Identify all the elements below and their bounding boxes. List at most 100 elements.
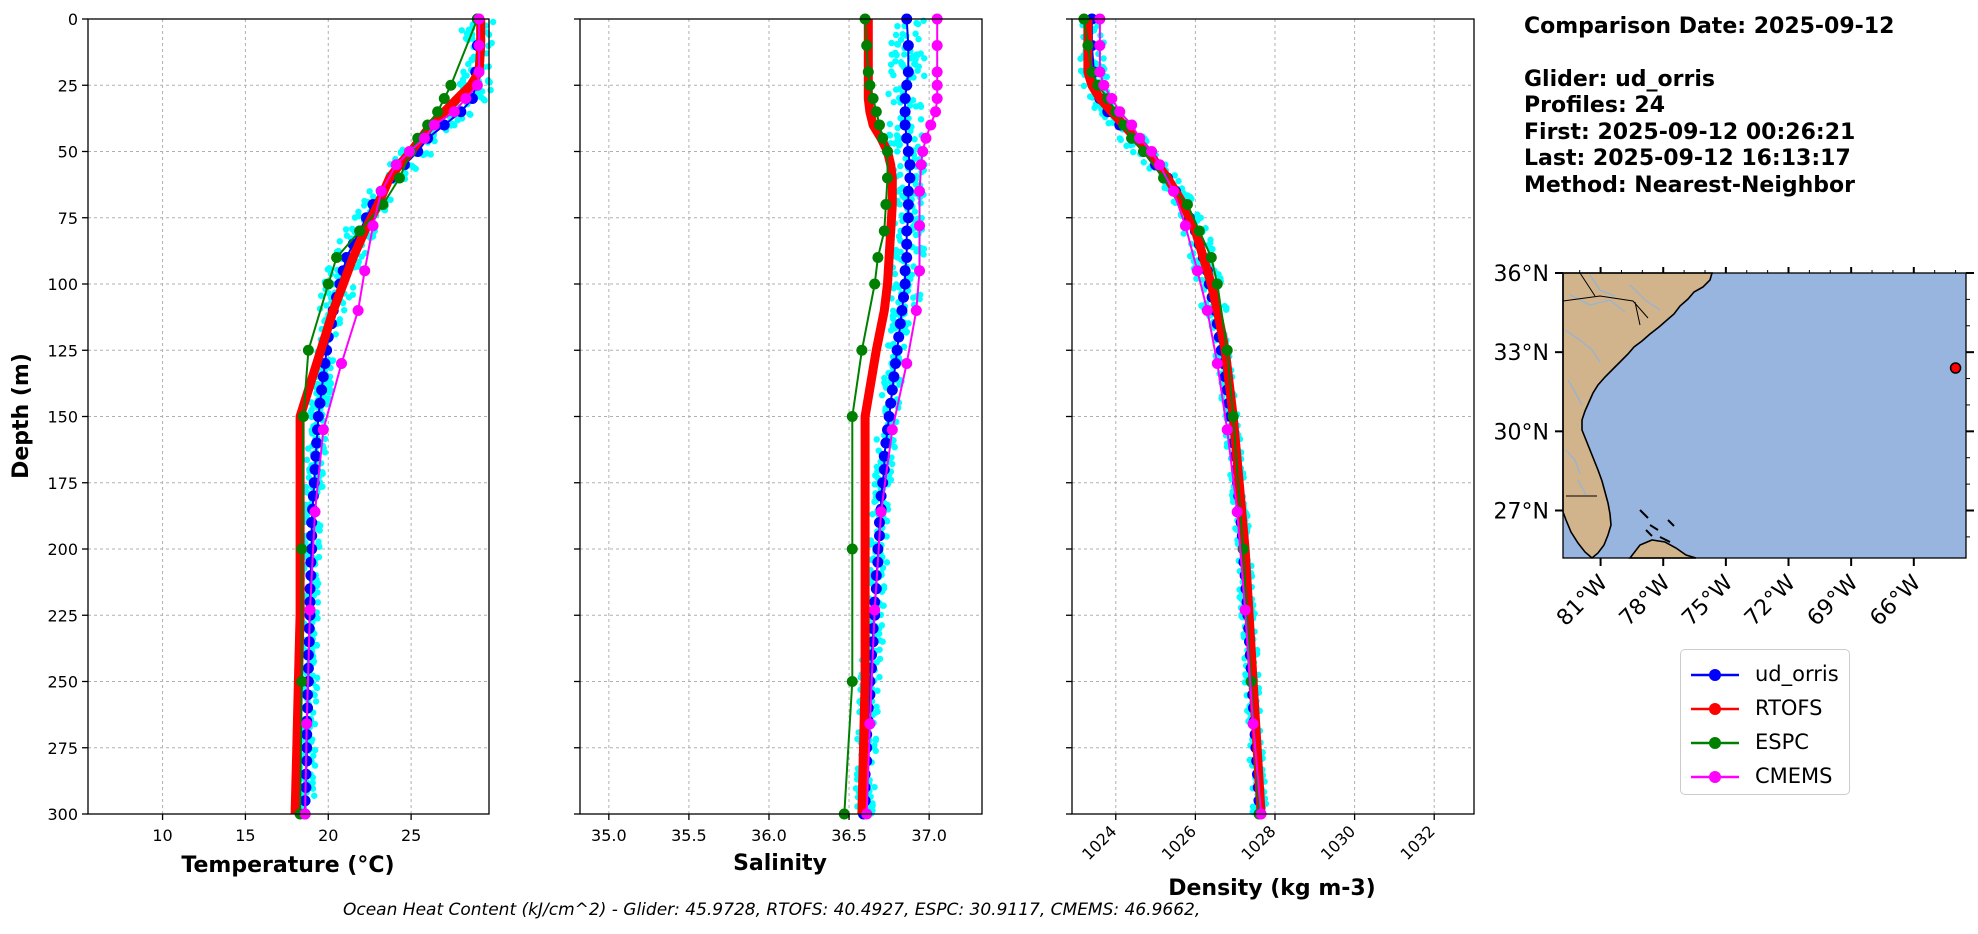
legend-swatch	[1691, 737, 1739, 749]
temperature-cmems-point	[317, 424, 329, 436]
density-cmems-point	[1146, 146, 1158, 157]
depth-y-tick-label: 75	[58, 209, 78, 228]
depth-y-tick-label: 150	[47, 408, 78, 427]
salinity-espc-point	[869, 278, 881, 290]
temperature-cmems-point	[301, 718, 313, 730]
salinity-espc-point	[872, 252, 884, 263]
glider-raw-point	[876, 655, 884, 663]
salinity-ud_orris-point	[890, 358, 902, 369]
map-lon-tick-label: 69°W	[1803, 570, 1864, 631]
glider-raw-point	[317, 522, 324, 529]
salinity-cmems-point	[931, 66, 943, 78]
density-rtofs-line	[1083, 19, 1266, 815]
density-espc-point	[1205, 252, 1217, 263]
glider-raw-point	[890, 98, 897, 106]
depth-y-label: Depth (m)	[9, 353, 34, 479]
density-espc-point	[1082, 40, 1094, 51]
glider-raw-point	[410, 164, 417, 171]
temperature-cmems-point	[473, 40, 485, 51]
glider-raw-point	[466, 110, 473, 118]
glider-raw-point	[309, 400, 316, 408]
density-cmems-point	[1239, 604, 1251, 616]
temperature-cmems-point	[304, 604, 316, 616]
glider-raw-point	[351, 214, 359, 221]
glider-raw-point	[463, 30, 471, 37]
depth-y-ticks: 0 25 50 75 100 125 150 175 200 225 250 275 300	[47, 10, 88, 824]
glider-raw-point	[310, 792, 318, 799]
depth-y-tick-label: 250	[47, 673, 78, 692]
temperature-ud_orris-point	[306, 530, 318, 542]
legend-swatch	[1691, 669, 1739, 681]
glider-raw-point	[485, 77, 492, 84]
salinity-cmems-point	[910, 305, 922, 316]
glider-location-map: 27°N 30°N 33°N 36°N 81°W 78°W 75°W 72°W 69°W 66°W	[1494, 262, 1974, 631]
temperature-x-tick-label: 20	[318, 826, 338, 845]
depth-y-tick-label: 0	[68, 10, 78, 29]
density-panel: 1024 1026 1028 1030 1032 Density (kg m-3)	[1066, 13, 1475, 901]
salinity-cmems-point	[914, 265, 926, 277]
glider-raw-point	[911, 136, 918, 143]
temperature-ud_orris-point	[309, 464, 321, 475]
map-bahamas	[1639, 509, 1675, 543]
salinity-x-tick-label: 37.0	[911, 826, 947, 845]
temperature-espc-point	[322, 278, 334, 290]
temperature-espc-point	[302, 344, 314, 356]
glider-raw-point	[1161, 184, 1168, 192]
glider-raw-point	[901, 51, 908, 58]
glider-raw-point	[872, 747, 879, 755]
salinity-cmems-point	[915, 159, 927, 171]
glider-raw-point	[343, 232, 351, 239]
temperature-espc-point	[296, 543, 308, 555]
density-cmems-point	[1094, 40, 1106, 51]
temperature-cmems-point	[336, 358, 348, 369]
glider-raw-point	[354, 263, 362, 270]
salinity-ud_orris-point	[902, 40, 914, 51]
temperature-espc-point	[377, 199, 389, 210]
profile-count: Profiles: 24	[1524, 93, 1666, 118]
temperature-ud_orris-point	[311, 437, 323, 449]
salinity-cmems-point	[917, 146, 929, 157]
map-frame	[1562, 272, 1967, 559]
glider-raw-point	[896, 141, 904, 148]
glider-raw-point	[311, 691, 318, 699]
glider-raw-point	[1171, 172, 1178, 179]
comparison-date: Comparison Date: 2025-09-12	[1524, 14, 1895, 39]
salinity-cmems-point	[869, 604, 881, 616]
glider-raw-point	[879, 638, 886, 645]
salinity-ud_orris-point	[902, 185, 914, 197]
density-cmems-point	[1221, 424, 1233, 436]
glider-raw-point	[488, 39, 495, 47]
salinity-cmems-point	[864, 718, 876, 730]
temperature-cmems-point	[473, 66, 485, 78]
glider-raw-point	[1100, 55, 1107, 62]
glider-raw-point	[892, 58, 899, 65]
glider-raw-point	[875, 630, 883, 637]
glider-raw-point	[1123, 142, 1130, 150]
temperature-x-label: Temperature (°C)	[181, 853, 394, 878]
salinity-ud_orris-point	[901, 225, 913, 237]
legend-swatch	[1691, 771, 1739, 783]
glider-raw-point	[309, 785, 317, 792]
glider-raw-point	[893, 281, 900, 288]
density-x-tick-label: 1030	[1317, 822, 1359, 864]
density-cmems-point	[1201, 305, 1213, 316]
density-cmems-point	[1191, 265, 1203, 277]
density-cmems-point	[1247, 718, 1259, 730]
glider-raw-point	[454, 116, 462, 124]
glider-raw-point	[345, 294, 353, 301]
glider-raw-point	[869, 511, 876, 518]
salinity-espc-point	[846, 676, 858, 687]
salinity-ud_orris-point	[893, 331, 905, 343]
glider-raw-point	[883, 559, 891, 566]
legend-swatch	[1691, 703, 1739, 715]
temperature-ud_orris-point	[317, 371, 329, 383]
glider-name: Glider: ud_orris	[1524, 66, 1715, 92]
salinity-ud_orris-point	[878, 450, 890, 462]
glider-raw-point	[1237, 593, 1245, 600]
temperature-ud_orris-point	[314, 397, 326, 409]
map-state-borders	[1562, 272, 1649, 497]
glider-raw-point	[349, 284, 357, 291]
glider-raw-point	[885, 90, 892, 98]
salinity-x-tick-label: 36.0	[751, 826, 787, 845]
glider-raw-point	[920, 245, 928, 253]
